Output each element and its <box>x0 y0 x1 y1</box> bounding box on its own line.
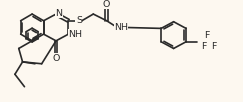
Text: F: F <box>204 31 210 40</box>
Text: NH: NH <box>114 23 128 32</box>
Text: NH: NH <box>68 30 82 39</box>
Text: F: F <box>211 42 217 51</box>
Text: N: N <box>55 9 62 18</box>
Text: F: F <box>201 42 207 51</box>
Text: O: O <box>52 54 60 63</box>
Text: O: O <box>103 0 110 9</box>
Text: S: S <box>76 16 82 25</box>
